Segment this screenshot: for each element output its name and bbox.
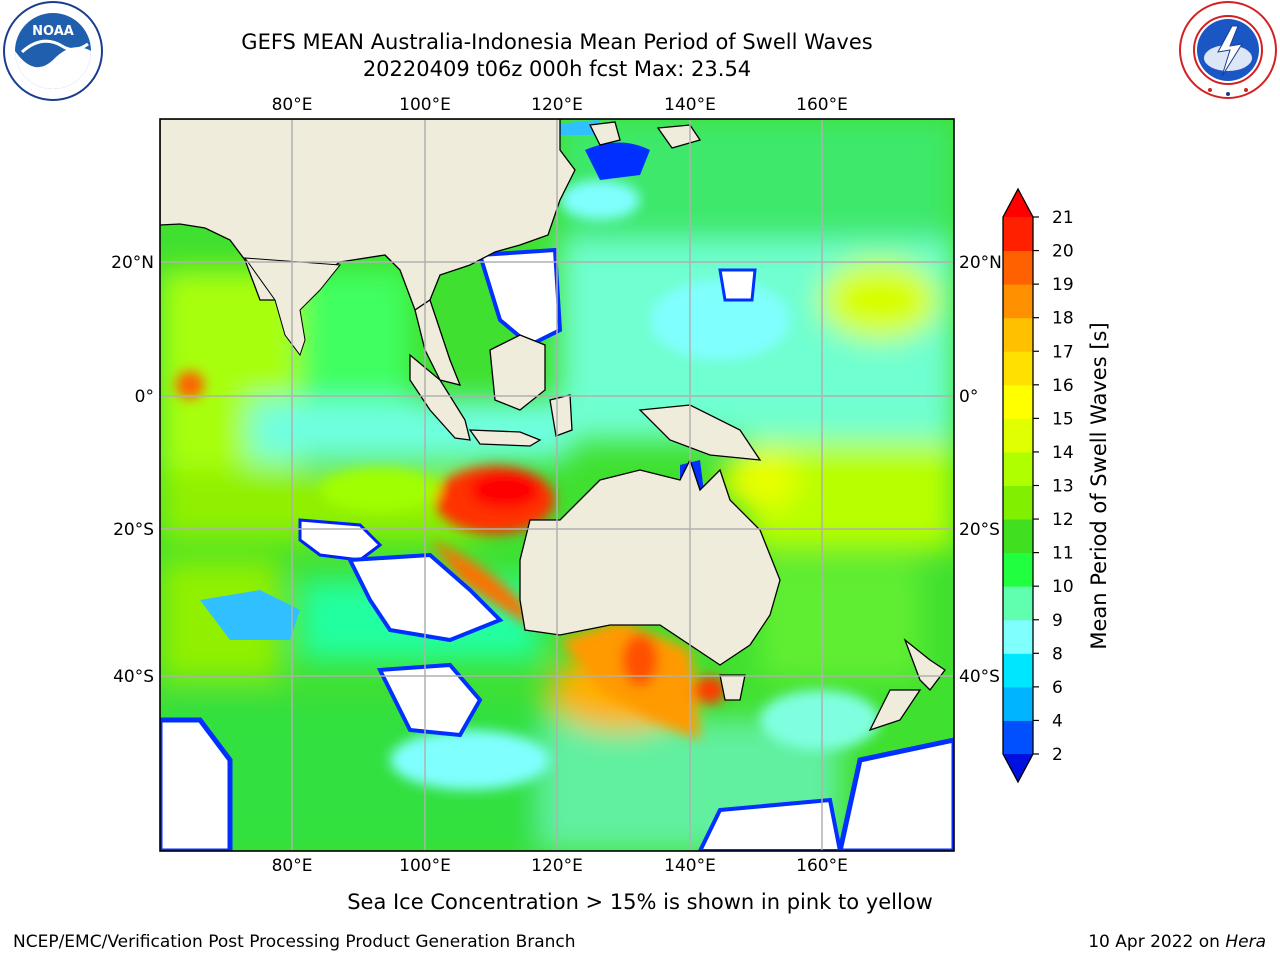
map-field <box>160 119 954 851</box>
colorbar-tick-label: 16 <box>1052 376 1074 396</box>
lon-label-bottom: 120°E <box>531 856 583 876</box>
colorbar-swatch <box>1003 552 1033 587</box>
lat-label-right: 0° <box>959 387 978 407</box>
colorbar-tick-label: 21 <box>1052 208 1074 228</box>
lon-labels-bottom: 80°E 100°E 120°E 140°E 160°E <box>272 856 848 876</box>
lat-label-left: 20°N <box>111 253 154 273</box>
lat-label-right: 40°S <box>959 667 1000 687</box>
colorbar-swatch <box>1003 720 1033 755</box>
lon-label-top: 80°E <box>272 95 313 115</box>
footer-branch: NCEP/EMC/Verification Post Processing Pr… <box>13 932 576 952</box>
colorbar-tick-label: 14 <box>1052 443 1074 463</box>
colorbar-tick-label: 10 <box>1052 577 1074 597</box>
lat-label-left: 40°S <box>113 667 154 687</box>
colorbar-swatch <box>1003 519 1033 554</box>
colorbar-tick-label: 19 <box>1052 275 1074 295</box>
colorbar-tick-label: 15 <box>1052 409 1074 429</box>
colorbar-swatch <box>1003 619 1033 654</box>
map-subtitle: 20220409 t06z 000h fcst Max: 23.54 <box>362 57 752 81</box>
lon-label-top: 140°E <box>664 95 716 115</box>
colorbar-swatch <box>1003 250 1033 285</box>
colorbar: 2 4 6 8 9 10 11 12 13 14 15 16 17 18 19 20 21 <box>1002 187 1074 784</box>
lon-labels-top: 80°E 100°E 120°E 140°E 160°E <box>272 95 848 115</box>
map-grid <box>160 119 954 851</box>
colorbar-swatch <box>1003 351 1033 386</box>
lon-label-top: 120°E <box>531 95 583 115</box>
colorbar-tick-label: 2 <box>1052 745 1063 765</box>
colorbar-over-arrow <box>1003 189 1033 217</box>
lat-label-left: 20°S <box>113 520 154 540</box>
map-title: GEFS MEAN Australia-Indonesia Mean Perio… <box>241 30 873 54</box>
colorbar-swatch <box>1003 451 1033 486</box>
footer-date-text: 10 Apr 2022 on <box>1088 932 1226 952</box>
colorbar-swatch <box>1003 485 1033 520</box>
colorbar-swatch <box>1003 284 1033 319</box>
lon-label-bottom: 160°E <box>796 856 848 876</box>
colorbar-tick-label: 20 <box>1052 242 1074 262</box>
lat-labels-left: 20°N 0° 20°S 40°S <box>111 253 154 687</box>
colorbar-swatch <box>1003 217 1033 252</box>
lat-labels-right: 20°N 0° 20°S 40°S <box>959 253 1002 687</box>
lon-label-bottom: 80°E <box>272 856 313 876</box>
colorbar-tick-label: 8 <box>1052 644 1063 664</box>
colorbar-swatch <box>1003 586 1033 621</box>
colorbar-tick-label: 4 <box>1052 711 1063 731</box>
colorbar-tick-label: 6 <box>1052 678 1063 698</box>
lat-label-left: 0° <box>135 387 154 407</box>
map-frame <box>159 118 955 852</box>
colorbar-swatch <box>1003 317 1033 352</box>
lat-label-right: 20°S <box>959 520 1000 540</box>
colorbar-tick-label: 12 <box>1052 510 1074 530</box>
lon-label-bottom: 100°E <box>399 856 451 876</box>
noaa-logo-text: NOAA <box>32 24 74 39</box>
colorbar-tick-label: 17 <box>1052 342 1074 362</box>
colorbar-swatch <box>1003 384 1033 419</box>
colorbar-swatch <box>1003 653 1033 688</box>
colorbar-tick-label: 9 <box>1052 611 1063 631</box>
lon-label-bottom: 140°E <box>664 856 716 876</box>
colorbar-label: Mean Period of Swell Waves [s] <box>1087 322 1111 649</box>
colorbar-tick-label: 11 <box>1052 544 1074 564</box>
colorbar-swatch <box>1003 418 1033 453</box>
lon-label-top: 160°E <box>796 95 848 115</box>
colorbar-swatch <box>1003 686 1033 721</box>
nws-logo-icon <box>1179 1 1277 99</box>
colorbar-tick-label: 13 <box>1052 477 1074 497</box>
noaa-logo-icon: NOAA <box>3 1 103 101</box>
lon-label-top: 100°E <box>399 95 451 115</box>
footer-date: 10 Apr 2022 on Hera <box>1088 932 1266 952</box>
sea-ice-caption: Sea Ice Concentration > 15% is shown in … <box>347 890 933 914</box>
lat-label-right: 20°N <box>959 253 1002 273</box>
colorbar-tick-label: 18 <box>1052 309 1074 329</box>
footer-host: Hera <box>1225 932 1266 952</box>
colorbar-under-arrow <box>1003 754 1033 782</box>
